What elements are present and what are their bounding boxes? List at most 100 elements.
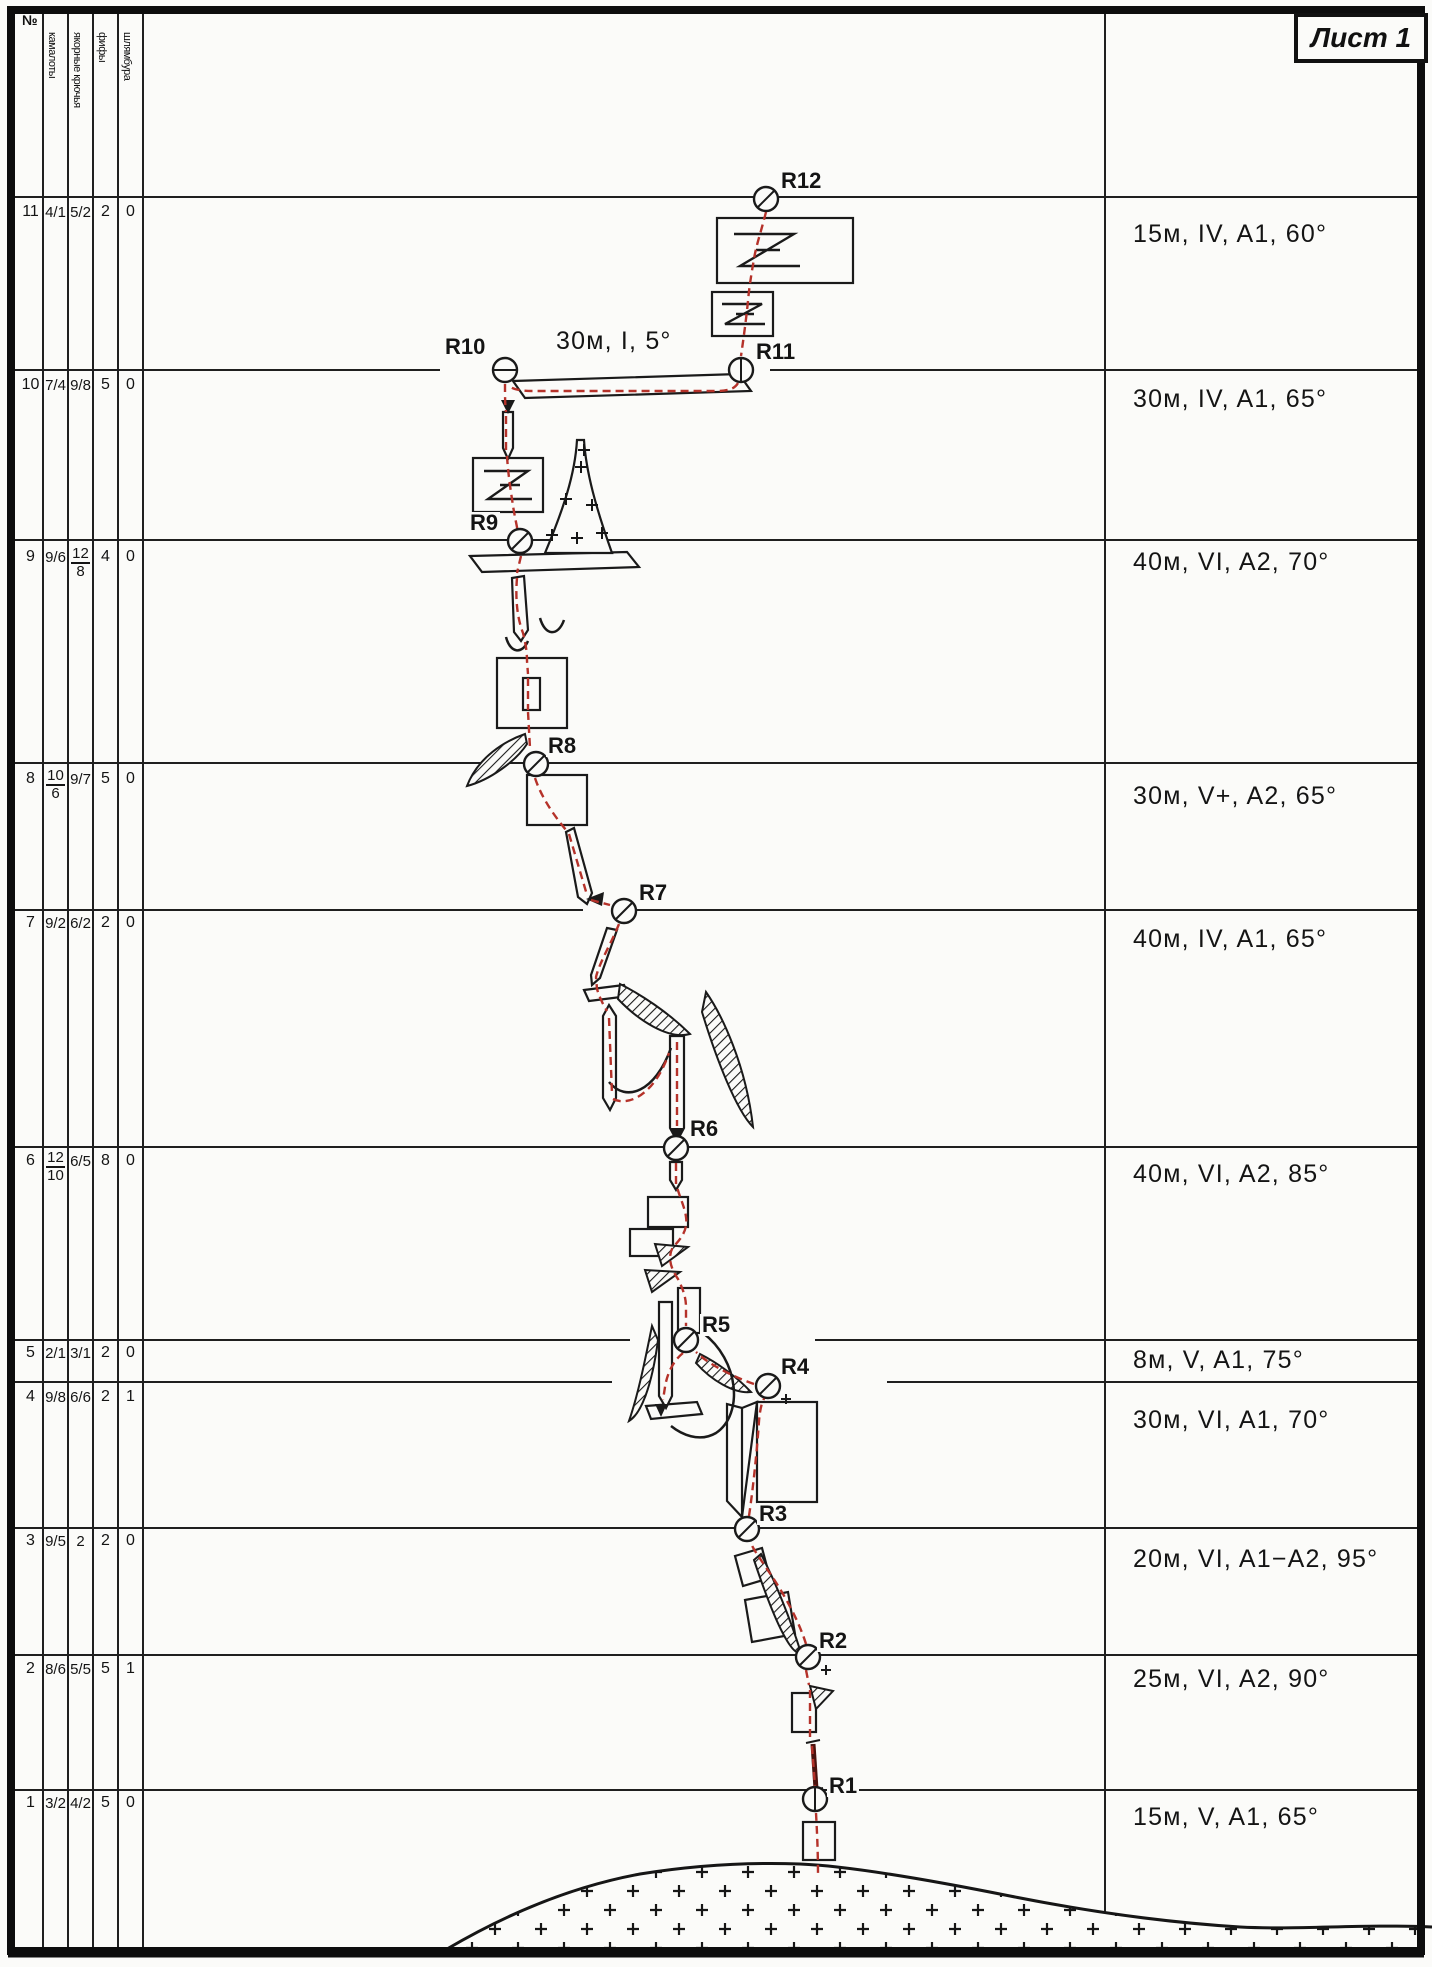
feature-box [801, 1820, 837, 1862]
row-number: 7 [26, 914, 35, 931]
station-label-r10: R10 [443, 334, 488, 359]
gear-cell-bolts: 0 [126, 1794, 135, 1811]
gear-cell-camalots: 9/2 [45, 915, 66, 932]
row-number: 11 [22, 203, 39, 220]
gear-cell-camalots: 10 6 [46, 767, 65, 802]
gear-cell-camalots: 4/1 [45, 204, 66, 221]
row-number: 4 [26, 1388, 35, 1405]
gear-cell-fifi: 2 [101, 1532, 110, 1549]
gear-cell-fifi: 5 [101, 1660, 110, 1677]
station-label-r1: R1 [827, 1773, 860, 1798]
gear-cell-bolts: 0 [126, 914, 135, 931]
crack [510, 574, 530, 643]
pitch-desc: 20м, VI, A1−A2, 95° [1133, 1545, 1379, 1573]
gear-cell-anchors: 9/8 [70, 377, 91, 394]
column-header-camalots: камалоты [46, 32, 58, 79]
slab-box [715, 216, 855, 285]
gear-cell-anchors: 9/7 [70, 771, 91, 788]
gear-cell-fifi: 2 [101, 203, 110, 220]
rock-features [467, 216, 855, 1862]
column-header-bolts: шлямбура [121, 32, 133, 81]
gear-cell-bolts: 1 [126, 1388, 135, 1405]
gear-cell-anchors: 3/1 [70, 1345, 91, 1362]
station-label-r8: R8 [546, 733, 579, 758]
column-header-anchor-pitons: якорные крючья [71, 32, 83, 108]
station-label-r12: R12 [779, 168, 824, 193]
ledge [644, 1400, 704, 1421]
ledge [510, 372, 754, 400]
gear-cell-bolts: 0 [126, 770, 135, 787]
gear-cell-anchors: 12 8 [71, 545, 90, 580]
bolt-cross [781, 1394, 791, 1404]
gear-cell-camalots: 2/1 [45, 1345, 66, 1362]
station-label-r6: R6 [688, 1116, 721, 1141]
pitch-desc: 25м, VI, A2, 90° [1133, 1665, 1330, 1693]
pitch-desc: 30м, VI, A1, 70° [1133, 1406, 1330, 1434]
pitch-desc: 30м, V+, A2, 65° [1133, 782, 1338, 810]
feature-box [521, 676, 542, 712]
row-number: 6 [26, 1152, 35, 1169]
gear-cell-fifi: 2 [101, 1344, 110, 1361]
bolt-cross [821, 1665, 831, 1675]
traverse-label: 30м, I, 5° [556, 327, 672, 356]
column-header-fifi-hooks: фифы [96, 32, 108, 63]
column-header-no: № [22, 12, 38, 28]
row-number: 10 [21, 376, 40, 393]
overhangs [465, 732, 835, 1711]
gear-cell-camalots: 3/2 [45, 1795, 66, 1812]
route-line [503, 211, 820, 1877]
pitch-desc: 40м, IV, A1, 65° [1133, 925, 1328, 953]
gear-cell-fifi: 5 [101, 376, 110, 393]
gear-cell-anchors: 6/2 [70, 915, 91, 932]
gear-cell-anchors: 6/5 [70, 1153, 91, 1170]
row-number: 3 [26, 1532, 35, 1549]
pitch-desc: 40м, VI, A2, 70° [1133, 548, 1330, 576]
station-label-r7: R7 [637, 880, 670, 905]
pitch-desc: 8м, V, A1, 75° [1133, 1346, 1304, 1374]
gear-cell-anchors: 2 [76, 1533, 85, 1550]
pitch-desc: 30м, IV, A1, 65° [1133, 385, 1328, 413]
gear-cell-anchors: 4/2 [70, 1795, 91, 1812]
row-number: 2 [26, 1660, 35, 1677]
station-label-r9: R9 [468, 510, 501, 535]
gear-cell-bolts: 0 [126, 1344, 135, 1361]
gear-cell-fifi: 5 [101, 770, 110, 787]
station-label-r3: R3 [757, 1501, 790, 1526]
gear-cell-camalots: 9/5 [45, 1533, 66, 1550]
gear-cell-camalots: 12 10 [46, 1149, 65, 1184]
gear-cell-anchors: 5/2 [70, 204, 91, 221]
row-number: 1 [26, 1794, 35, 1811]
gear-cell-fifi: 8 [101, 1152, 110, 1169]
gear-cell-bolts: 0 [126, 376, 135, 393]
station-label-r4: R4 [779, 1354, 812, 1379]
station-label-r11: R11 [754, 339, 798, 364]
row-number: 5 [26, 1344, 35, 1361]
gear-cell-camalots: 9/8 [45, 1389, 66, 1406]
gear-cell-camalots: 8/6 [45, 1661, 66, 1678]
gear-cell-fifi: 4 [101, 548, 110, 565]
row-number: 8 [26, 770, 35, 787]
gear-cell-bolts: 0 [126, 1532, 135, 1549]
gear-cell-camalots: 7/4 [45, 377, 66, 394]
snow-cone [543, 438, 614, 555]
ledge [467, 550, 642, 574]
gear-cell-bolts: 0 [126, 548, 135, 565]
belay-stations [491, 185, 831, 1813]
gear-cell-fifi: 2 [101, 1388, 110, 1405]
glacier-terrain [446, 1861, 1432, 1951]
feature-box [755, 1400, 819, 1504]
station-label-r2: R2 [817, 1628, 850, 1653]
gear-cell-bolts: 0 [126, 203, 135, 220]
pitch-desc: 15м, V, A1, 65° [1133, 1803, 1320, 1831]
row-number: 9 [26, 548, 35, 565]
gear-cell-anchors: 6/6 [70, 1389, 91, 1406]
sheet-number: Лист 1 [1310, 22, 1412, 53]
feature-box [676, 1286, 702, 1335]
gear-cell-bolts: 0 [126, 1152, 135, 1169]
station-label-r5: R5 [700, 1312, 733, 1337]
gear-cell-bolts: 1 [126, 1660, 135, 1677]
crack [657, 1300, 674, 1411]
gear-cell-fifi: 5 [101, 1794, 110, 1811]
